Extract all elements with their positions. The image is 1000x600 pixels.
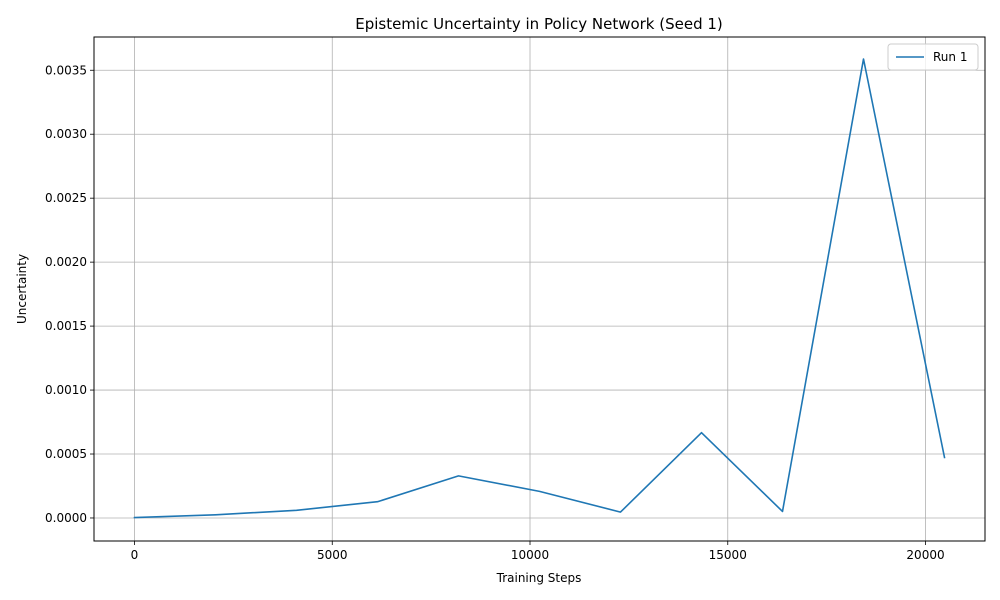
x-axis-label: Training Steps [496, 571, 582, 585]
series-layer [133, 58, 946, 519]
x-axis: 0 5000 10000 15000 20000 [131, 541, 945, 562]
y-tick-label: 0.0005 [45, 447, 87, 461]
legend-box [887, 43, 979, 71]
x-tick-label: 0 [131, 548, 139, 562]
x-tick-label: 10000 [511, 548, 549, 562]
y-tick-label: 0.0020 [45, 255, 87, 269]
x-tick-label: 5000 [317, 548, 348, 562]
legend: Run 1 [887, 43, 979, 71]
y-tick-label: 0.0025 [45, 191, 87, 205]
y-tick-label: 0.0015 [45, 319, 87, 333]
chart-title: Epistemic Uncertainty in Policy Network … [355, 15, 723, 33]
y-tick-label: 0.0000 [45, 511, 87, 525]
legend-label-run-1: Run 1 [933, 50, 967, 64]
y-tick-label: 0.0035 [45, 63, 87, 77]
x-tick-label: 20000 [906, 548, 944, 562]
y-tick-label: 0.0030 [45, 127, 87, 141]
x-tick-label: 15000 [709, 548, 747, 562]
grid-lines [94, 37, 985, 541]
plot-frame [93, 36, 986, 542]
y-axis: 0.0000 0.0005 0.0010 0.0015 0.0020 0.0025 0.00… [45, 63, 94, 525]
y-tick-label: 0.0010 [45, 383, 87, 397]
series-line-run-1 [133, 58, 946, 519]
y-axis-label: Uncertainty [15, 254, 29, 324]
